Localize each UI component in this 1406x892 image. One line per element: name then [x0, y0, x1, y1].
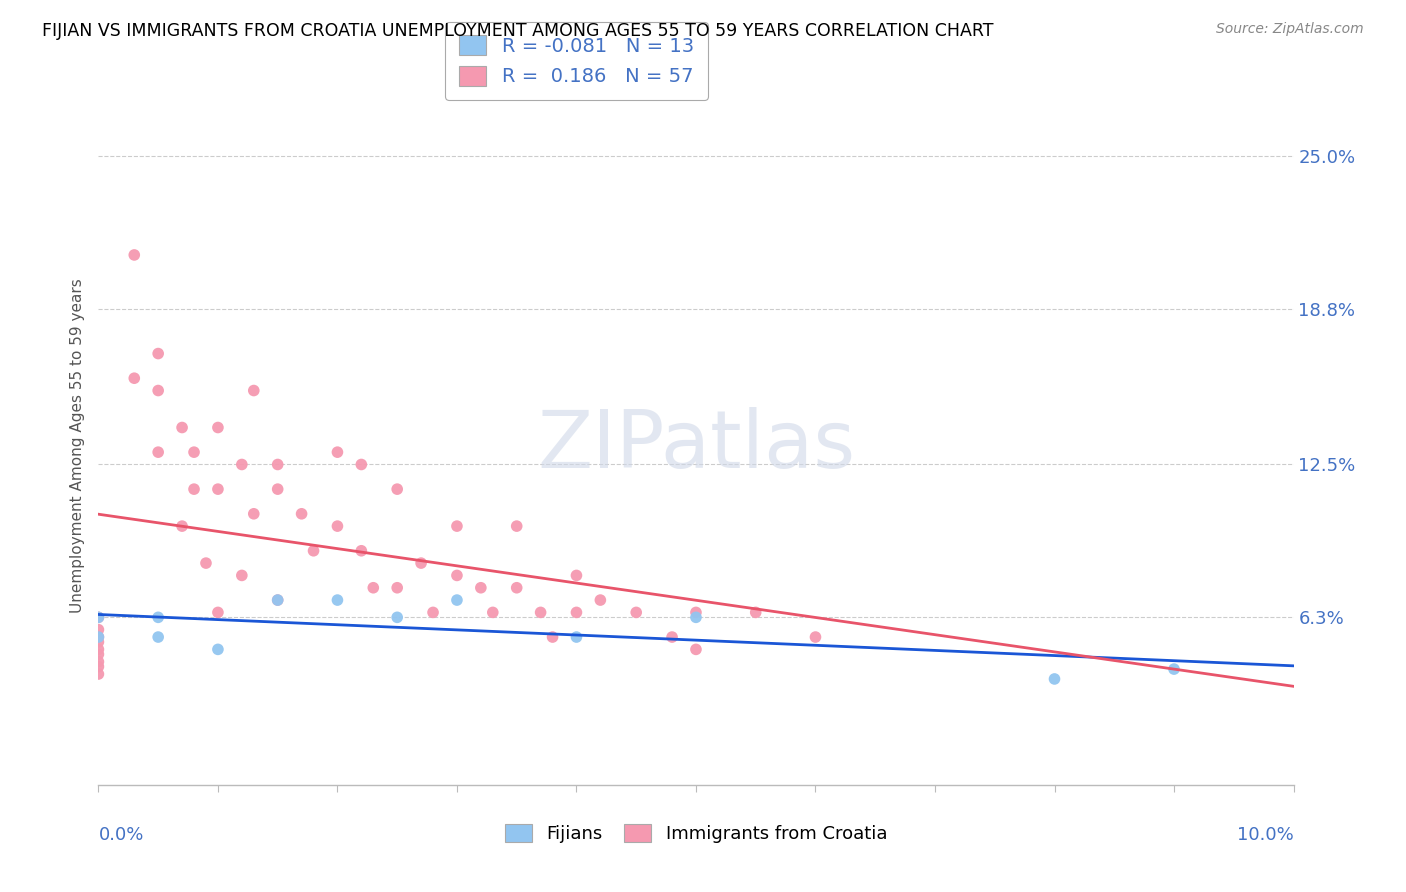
Point [267, 593, 290, 607]
Point [1163, 662, 1185, 676]
Point [446, 568, 468, 582]
Point [183, 482, 205, 496]
Point [626, 606, 648, 620]
Point [87, 630, 110, 644]
Point [148, 384, 170, 398]
Point [172, 519, 194, 533]
Text: FIJIAN VS IMMIGRANTS FROM CROATIA UNEMPLOYMENT AMONG AGES 55 TO 59 YEARS CORRELA: FIJIAN VS IMMIGRANTS FROM CROATIA UNEMPL… [42, 22, 994, 40]
Point [267, 482, 290, 496]
Point [446, 593, 468, 607]
Point [243, 384, 266, 398]
Point [302, 543, 325, 558]
Point [350, 543, 373, 558]
Point [231, 458, 253, 472]
Point [148, 630, 170, 644]
Point [685, 610, 707, 624]
Point [541, 630, 564, 644]
Legend: Fijians, Immigrants from Croatia: Fijians, Immigrants from Croatia [498, 817, 894, 850]
Point [148, 346, 170, 360]
Point [482, 606, 505, 620]
Point [422, 606, 444, 620]
Point [446, 519, 468, 533]
Point [565, 568, 588, 582]
Point [267, 593, 290, 607]
Point [506, 581, 529, 595]
Point [470, 581, 492, 595]
Point [87, 635, 110, 649]
Point [745, 606, 768, 620]
Text: ZIPatlas: ZIPatlas [537, 407, 855, 485]
Point [87, 667, 110, 681]
Point [148, 610, 170, 624]
Point [87, 648, 110, 662]
Point [661, 630, 683, 644]
Point [363, 581, 385, 595]
Point [326, 445, 349, 459]
Y-axis label: Unemployment Among Ages 55 to 59 years: Unemployment Among Ages 55 to 59 years [69, 278, 84, 614]
Point [183, 445, 205, 459]
Point [124, 371, 146, 385]
Point [385, 482, 409, 496]
Point [530, 606, 553, 620]
Point [207, 606, 229, 620]
Point [124, 248, 146, 262]
Point [350, 458, 373, 472]
Point [172, 420, 194, 434]
Text: Source: ZipAtlas.com: Source: ZipAtlas.com [1216, 22, 1364, 37]
Point [243, 507, 266, 521]
Point [207, 482, 229, 496]
Point [326, 519, 349, 533]
Point [231, 568, 253, 582]
Point [87, 642, 110, 657]
Point [207, 642, 229, 657]
Point [195, 556, 218, 570]
Point [1043, 672, 1066, 686]
Point [565, 630, 588, 644]
Point [685, 642, 707, 657]
Point [291, 507, 314, 521]
Point [148, 445, 170, 459]
Text: 10.0%: 10.0% [1237, 826, 1294, 844]
Text: 0.0%: 0.0% [98, 826, 143, 844]
Point [385, 581, 409, 595]
Point [565, 606, 588, 620]
Point [87, 659, 110, 673]
Point [87, 610, 110, 624]
Point [87, 623, 110, 637]
Point [326, 593, 349, 607]
Point [385, 610, 409, 624]
Point [207, 420, 229, 434]
Point [87, 655, 110, 669]
Point [804, 630, 827, 644]
Point [685, 606, 707, 620]
Point [87, 630, 110, 644]
Point [87, 610, 110, 624]
Point [589, 593, 612, 607]
Point [267, 458, 290, 472]
Point [411, 556, 433, 570]
Point [506, 519, 529, 533]
